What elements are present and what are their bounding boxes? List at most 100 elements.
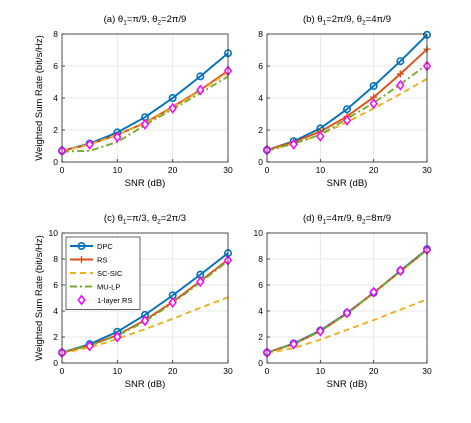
x-tick-label: 0 [60,165,65,175]
data-point-1-layer-rs [369,98,378,110]
data-point-1-layer-rs [196,276,205,288]
legend-box [65,236,141,310]
x-tick-label: 20 [168,165,178,175]
data-point-dpc [168,94,177,103]
series-line-sc-sic [61,296,229,355]
title-subscript: 1 [123,20,127,27]
y-tick-label: 6 [258,61,263,71]
data-point-1-layer-rs [289,338,298,350]
title-text: (a) θ [104,14,124,25]
x-tick-label: 10 [113,165,123,175]
y-tick-label: 0 [53,358,58,368]
legend-marker-1-layer-rs [77,294,86,306]
title-text: =2π/9 [161,14,186,25]
legend-marker-rs [78,256,85,263]
x-tick-label: 30 [223,366,233,376]
title-subscript: 1 [323,219,327,226]
legend-label-1-layer-rs: 1-layer RS [97,296,132,305]
x-tick-label: 0 [265,366,270,376]
x-tick-label: 30 [223,165,233,175]
x-tick-label: 0 [60,366,65,376]
x-tick-label: 30 [422,366,432,376]
title-text: =8π/9 [366,213,391,224]
y-tick-label: 2 [53,332,58,342]
y-tick-label: 2 [53,125,58,135]
title-subscript: 2 [157,20,161,27]
data-point-1-layer-rs [168,297,177,308]
x-tick-label: 10 [316,165,326,175]
y-tick-label: 2 [258,125,263,135]
series-line-sc-sic [266,298,428,355]
title-subscript: 2 [362,219,366,226]
x-axis-label: SNR (dB) [125,178,166,189]
y-tick-label: 4 [53,306,58,316]
x-tick-label: 10 [316,366,326,376]
legend-marker-dpc [77,242,86,251]
x-tick-label: 30 [422,165,432,175]
y-tick-label: 10 [49,228,59,238]
data-point-1-layer-rs [342,307,352,319]
x-axis-label: SNR (dB) [327,178,368,189]
y-tick-label: 6 [258,280,263,290]
x-tick-label: 0 [265,165,270,175]
y-tick-label: 6 [53,280,58,290]
panel-title: (d) θ1=4π/9, θ2=8π/9 [303,213,391,226]
data-point-1-layer-rs [396,79,405,91]
x-tick-label: 20 [168,366,178,376]
y-tick-label: 2 [258,332,263,342]
axes-box [266,232,428,364]
x-tick-label: 20 [369,165,379,175]
data-point-1-layer-rs [85,340,94,352]
title-subscript: 1 [123,219,127,226]
x-axis-label: SNR (dB) [125,379,166,390]
y-axis-label: Weighted Sum Rate (bit/s/Hz) [34,235,45,360]
y-tick-label: 0 [258,157,263,167]
data-point-1-layer-rs [289,138,298,150]
y-tick-label: 4 [53,93,58,103]
data-point-dpc [369,82,378,91]
data-point-dpc [396,57,405,66]
axes-box [61,232,229,364]
legend-label-rs: RS [97,256,107,265]
data-point-rs [396,70,404,78]
legend-label-dpc: DPC [97,242,113,251]
title-text: =4π/9 [366,14,391,25]
data-point-1-layer-rs [196,84,205,96]
legend-label-sc-sic: SC-SIC [97,269,123,278]
panel-title: (b) θ1=2π/9, θ2=4π/9 [303,14,391,27]
y-tick-label: 0 [258,358,263,368]
data-point-1-layer-rs [369,286,378,298]
panel-1: 0 10 20 30 0 2 4 6 8 SNR (dB) Weighted Sum Rate (b… [34,14,233,189]
data-point-1-layer-rs [85,138,94,150]
data-point-1-layer-rs [113,331,122,343]
x-axis-label: SNR (dB) [327,379,368,390]
title-subscript: 1 [323,20,327,27]
data-point-1-layer-rs [168,102,177,114]
title-subscript: 2 [157,219,161,226]
data-point-1-layer-rs [396,265,405,277]
data-point-1-layer-rs [316,325,325,337]
title-text: =π/3, θ [127,213,158,224]
title-text: (d) θ [303,213,323,224]
y-tick-label: 10 [254,228,264,238]
title-text: (b) θ [303,14,323,25]
panel-title: (c) θ1=π/3, θ2=2π/3 [104,213,186,226]
y-tick-label: 8 [53,254,58,264]
panel-title: (a) θ1=π/9, θ2=2π/9 [104,14,187,27]
x-tick-label: 20 [369,366,379,376]
y-tick-label: 4 [258,306,263,316]
legend: DPC RS SC-SIC MU-LP 1-layer RS [65,236,141,310]
title-text: =4π/9, θ [326,213,362,224]
y-tick-label: 8 [53,29,58,39]
data-point-1-layer-rs [140,118,150,130]
title-text: =π/9, θ [127,14,158,25]
x-tick-label: 10 [113,366,123,376]
y-axis-label: Weighted Sum Rate (bit/s/Hz) [34,35,45,160]
y-tick-label: 0 [53,157,58,167]
data-point-1-layer-rs [140,315,150,327]
data-point-1-layer-rs [113,131,122,143]
data-point-dpc [342,105,351,114]
y-tick-label: 4 [258,93,263,103]
